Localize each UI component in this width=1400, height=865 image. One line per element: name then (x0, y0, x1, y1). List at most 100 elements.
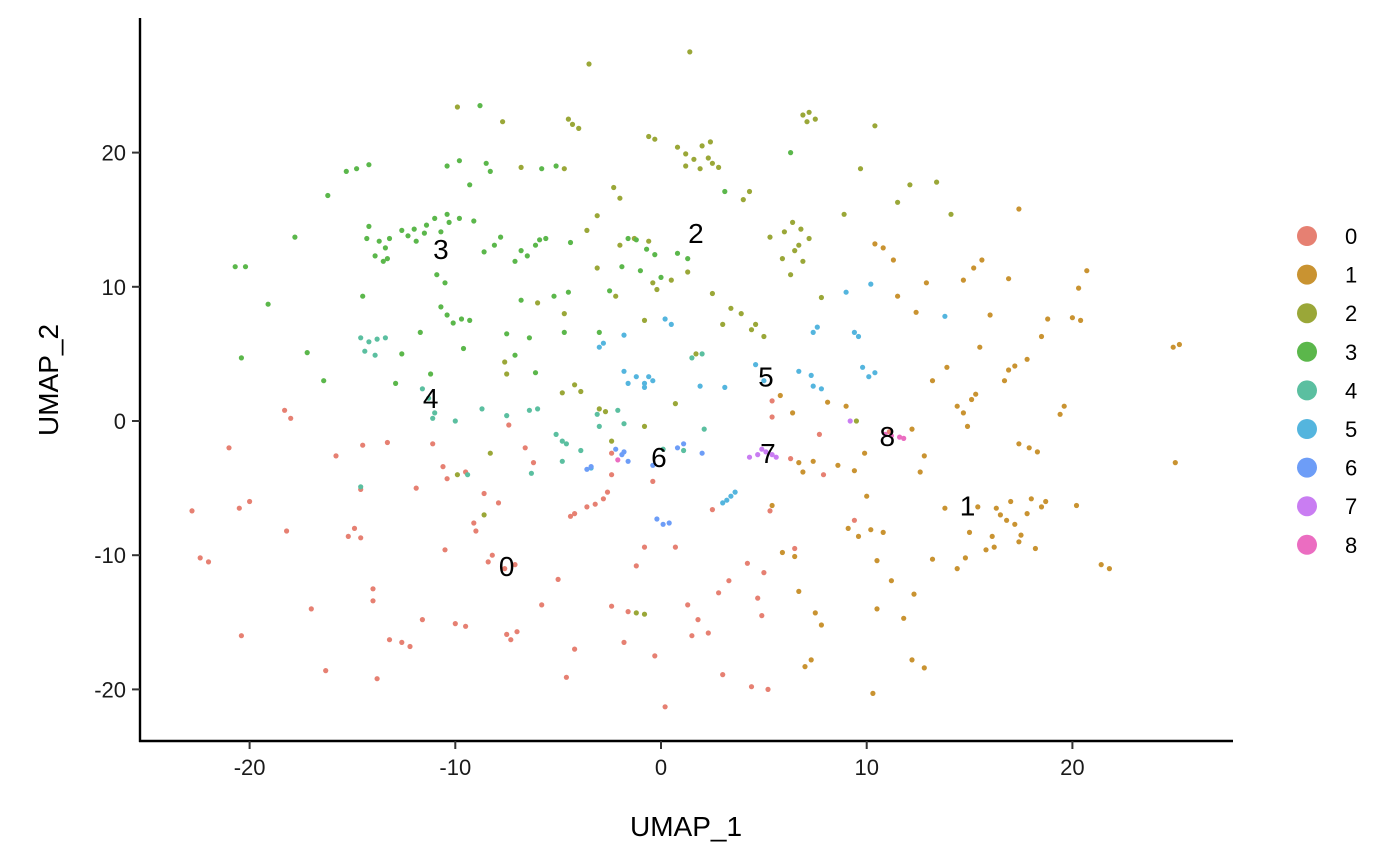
data-point (535, 406, 541, 412)
data-point (851, 468, 858, 474)
data-point (929, 556, 936, 562)
legend-label: 3 (1345, 340, 1357, 365)
data-point (779, 256, 786, 262)
data-point (707, 139, 714, 145)
data-point (695, 617, 701, 623)
data-point (796, 368, 802, 374)
data-point (1028, 496, 1034, 502)
data-point (609, 438, 615, 444)
data-point (1006, 367, 1012, 373)
data-point (543, 235, 549, 242)
data-point (376, 238, 382, 244)
data-point (847, 418, 853, 424)
data-point (596, 423, 602, 429)
data-point (362, 348, 368, 354)
data-point (508, 637, 514, 643)
data-point (444, 211, 450, 217)
data-point (841, 211, 847, 217)
data-point (966, 529, 973, 536)
data-point (769, 452, 775, 458)
data-point (1012, 363, 1018, 369)
data-point (658, 274, 664, 280)
data-point (685, 269, 691, 275)
data-point (432, 215, 438, 221)
data-point (565, 116, 572, 122)
data-point (851, 517, 858, 523)
data-point (481, 249, 487, 255)
data-point (537, 237, 543, 243)
data-point (997, 512, 1004, 518)
data-point (845, 525, 851, 532)
data-point (528, 470, 535, 476)
data-point (674, 445, 681, 451)
data-point (862, 450, 868, 456)
data-point (384, 439, 390, 446)
data-point (238, 633, 244, 639)
data-point (895, 199, 901, 205)
data-point (701, 426, 707, 432)
cluster-label-2: 2 (688, 218, 704, 249)
data-point (1106, 566, 1112, 572)
data-point (726, 578, 732, 584)
data-point (360, 442, 366, 448)
data-point (769, 414, 775, 420)
data-point (788, 272, 794, 278)
scatter-points (189, 49, 1182, 710)
data-point (781, 229, 788, 235)
data-point (843, 403, 849, 409)
data-point (633, 563, 639, 569)
data-point (880, 529, 886, 536)
data-point (969, 396, 975, 403)
data-point (804, 119, 810, 125)
x-axis-ticks: -20 -10 0 10 20 (234, 741, 1085, 780)
data-point (646, 374, 652, 380)
data-point (806, 109, 812, 115)
data-point (792, 248, 798, 254)
data-point (641, 423, 648, 429)
data-point (236, 505, 242, 511)
data-point (366, 223, 372, 229)
data-point (816, 431, 823, 437)
data-point (705, 630, 711, 636)
data-point (1016, 539, 1022, 545)
data-point (532, 370, 539, 376)
data-point (650, 280, 656, 286)
data-point (430, 415, 436, 421)
data-point (532, 242, 539, 248)
data-point (1057, 411, 1063, 417)
data-point (748, 327, 755, 333)
data-point (716, 164, 722, 170)
data-point (452, 418, 458, 424)
data-point (454, 104, 460, 110)
data-point (641, 544, 648, 550)
data-point (323, 668, 329, 674)
data-point (609, 450, 615, 456)
data-point (288, 415, 294, 421)
data-point (561, 311, 567, 317)
data-point (855, 333, 862, 340)
data-point (979, 257, 985, 263)
data-point (370, 598, 376, 604)
cluster-3-points (232, 103, 794, 386)
data-point (360, 293, 366, 299)
data-point (584, 466, 590, 472)
data-point (604, 489, 611, 495)
data-point (1076, 285, 1082, 291)
data-point (777, 392, 783, 399)
data-point (818, 622, 825, 628)
data-point (763, 449, 769, 455)
data-point (800, 469, 806, 475)
data-point (444, 163, 450, 169)
data-point (672, 544, 679, 550)
data-point (197, 555, 203, 561)
data-point (434, 272, 440, 278)
data-point (960, 277, 967, 283)
cluster-6-points (584, 441, 705, 527)
data-point (1172, 460, 1178, 466)
legend-dot-icon (1297, 534, 1317, 555)
data-point (942, 313, 948, 319)
data-point (866, 374, 872, 380)
data-point (524, 253, 530, 259)
data-point (405, 233, 411, 239)
data-point (921, 665, 927, 671)
